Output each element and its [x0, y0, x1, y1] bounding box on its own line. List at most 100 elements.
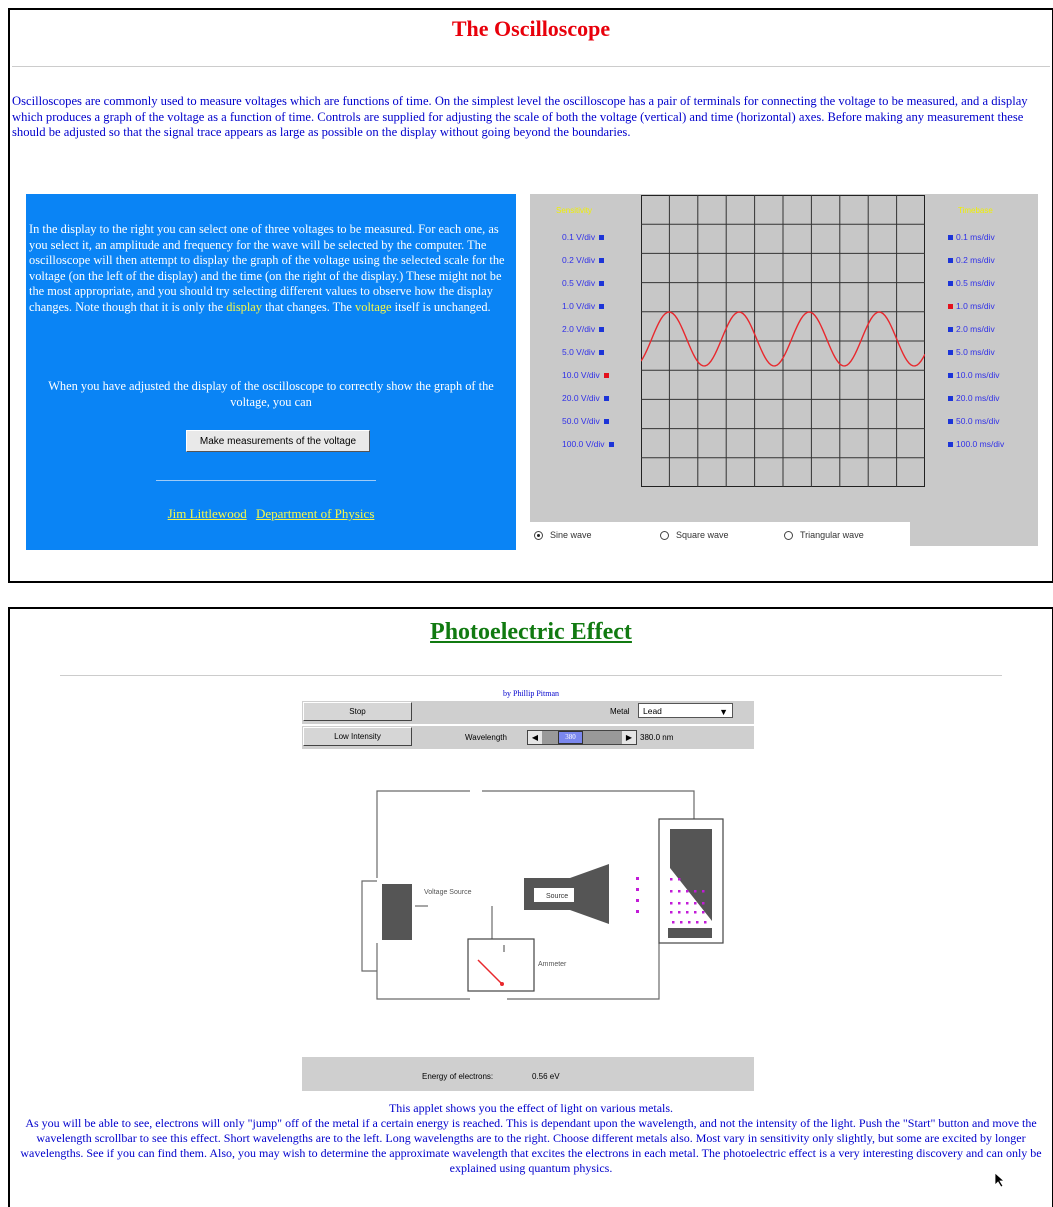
byline: by Phillip Pitman: [502, 689, 559, 698]
time-option[interactable]: 1.0 ms/div: [948, 301, 995, 311]
time-option[interactable]: 20.0 ms/div: [948, 393, 999, 403]
radio-icon[interactable]: [784, 531, 793, 541]
time-option[interactable]: 5.0 ms/div: [948, 347, 995, 357]
intensity-button[interactable]: Low Intensity: [303, 727, 412, 746]
time-option[interactable]: 0.5 ms/div: [948, 278, 995, 288]
mouse-pointer-icon: [994, 1172, 1006, 1188]
voltage-option[interactable]: 0.2 V/div: [562, 255, 605, 265]
energy-value: 0.56 eV: [532, 1072, 560, 1081]
ammeter: [467, 938, 535, 992]
electrode-tube: [658, 818, 724, 944]
stop-button[interactable]: Stop: [303, 702, 412, 721]
sine-wave-option[interactable]: Sine wave: [534, 530, 592, 541]
radio-dot-icon[interactable]: [948, 304, 953, 310]
source-label: Source: [546, 893, 568, 900]
voltage-option[interactable]: 0.5 V/div: [562, 278, 605, 288]
author-link[interactable]: Jim Littlewood: [167, 506, 247, 521]
radio-dot-icon[interactable]: [603, 373, 609, 379]
panel-divider: [156, 480, 376, 481]
voltage-option[interactable]: 5.0 V/div: [562, 347, 605, 357]
oscilloscope-title: The Oscilloscope: [451, 16, 611, 41]
energy-label: Energy of electrons:: [422, 1072, 494, 1081]
radio-dot-icon[interactable]: [948, 373, 953, 379]
radio-dot-icon[interactable]: [948, 419, 953, 425]
radio-dot-icon[interactable]: [948, 350, 953, 356]
wavelength-label: Wavelength: [465, 733, 507, 742]
sensitivity-label: Sensitivity: [556, 206, 593, 215]
radio-dot-icon[interactable]: [599, 258, 605, 264]
oscilloscope-section: The Oscilloscope Oscilloscopes are commo…: [8, 8, 1053, 583]
circuit-diagram: Voltage Source Ammeter Source: [361, 790, 724, 1000]
wavelength-scrollbar[interactable]: ◀ 380 ▶: [527, 730, 637, 745]
radio-dot-icon[interactable]: [603, 419, 609, 425]
word-display: display: [226, 299, 262, 314]
oscilloscope-screen: [641, 195, 925, 487]
time-option[interactable]: 100.0 ms/div: [948, 439, 1004, 449]
radio-icon[interactable]: [660, 531, 669, 541]
chevron-down-icon: ▼: [719, 707, 728, 717]
time-option[interactable]: 2.0 ms/div: [948, 324, 995, 334]
time-option[interactable]: 0.2 ms/div: [948, 255, 995, 265]
word-voltage: voltage: [355, 299, 392, 314]
photoelectric-title: Photoelectric Effect: [430, 619, 632, 645]
electron-dots: [670, 878, 707, 924]
scroll-right-icon[interactable]: ▶: [622, 731, 636, 744]
instructions-part-c: itself is unchanged.: [394, 299, 491, 314]
scroll-left-icon[interactable]: ◀: [528, 731, 542, 744]
instructions-panel: In the display to the right you can sele…: [26, 194, 516, 550]
panel-links: Jim Littlewood Department of Physics: [26, 506, 516, 522]
ammeter-label: Ammeter: [538, 961, 567, 968]
radio-dot-icon[interactable]: [603, 396, 609, 402]
metal-label: Metal: [610, 707, 630, 716]
photoelectric-section: Photoelectric Effect by Phillip Pitman S…: [8, 607, 1053, 1207]
time-option[interactable]: 0.1 ms/div: [948, 232, 995, 242]
timebase-label: Timebase: [958, 206, 993, 215]
scroll-thumb[interactable]: 380: [558, 731, 583, 744]
signal-trace: [641, 311, 925, 367]
radio-dot-icon[interactable]: [948, 258, 953, 264]
voltage-option[interactable]: 0.1 V/div: [562, 232, 605, 242]
make-measurements-button[interactable]: Make measurements of the voltage: [186, 430, 370, 452]
voltage-option[interactable]: 2.0 V/div: [562, 324, 605, 334]
radio-dot-icon[interactable]: [608, 442, 614, 448]
voltage-source-label-text: Voltage Source: [424, 889, 472, 896]
wavelength-value: 380.0 nm: [640, 733, 674, 742]
time-option[interactable]: 10.0 ms/div: [948, 370, 999, 380]
time-option[interactable]: 50.0 ms/div: [948, 416, 999, 426]
description-body: As you will be able to see, electrons wi…: [20, 1116, 1042, 1175]
energy-readout-bar: Energy of electrons: 0.56 eV: [302, 1057, 754, 1091]
radio-dot-icon[interactable]: [599, 327, 605, 333]
measure-prompt: When you have adjusted the display of th…: [48, 379, 494, 409]
radio-dot-icon[interactable]: [599, 304, 605, 310]
light-source: Source: [524, 864, 609, 924]
radio-dot-icon[interactable]: [948, 396, 953, 402]
square-wave-option[interactable]: Square wave: [660, 530, 729, 541]
radio-dot-icon[interactable]: [948, 235, 953, 241]
voltage-option[interactable]: 20.0 V/div: [562, 393, 609, 403]
control-row-2: Low Intensity Wavelength ◀ 380 ▶ 380.0 n…: [302, 726, 754, 749]
triangular-wave-option[interactable]: Triangular wave: [784, 530, 864, 541]
voltage-option[interactable]: 10.0 V/div: [562, 370, 609, 380]
radio-dot-icon[interactable]: [599, 235, 605, 241]
divider: [12, 66, 1050, 67]
photoelectric-description: This applet shows you the effect of ligh…: [10, 1101, 1052, 1176]
divider: [60, 675, 1002, 676]
control-row-1: Stop Metal Lead ▼: [302, 701, 754, 724]
oscilloscope-applet: Sensitivity Timebase 0.1 V/div 0.2 V/div 0…: [530, 194, 1038, 546]
voltage-option[interactable]: 1.0 V/div: [562, 301, 605, 311]
voltage-source: [382, 884, 412, 940]
oscilloscope-intro: Oscilloscopes are commonly used to measu…: [12, 94, 1028, 139]
radio-dot-icon[interactable]: [948, 281, 953, 287]
metal-select[interactable]: Lead ▼: [638, 703, 733, 718]
radio-dot-icon[interactable]: [599, 350, 605, 356]
voltage-option[interactable]: 100.0 V/div: [562, 439, 614, 449]
radio-dot-icon[interactable]: [599, 281, 605, 287]
radio-dot-icon[interactable]: [948, 327, 953, 333]
instructions-part-b: that changes. The: [265, 299, 352, 314]
voltage-option[interactable]: 50.0 V/div: [562, 416, 609, 426]
radio-dot-icon[interactable]: [948, 442, 953, 448]
description-line-1: This applet shows you the effect of ligh…: [388, 1101, 674, 1115]
radio-selected-icon[interactable]: [534, 531, 543, 541]
department-link[interactable]: Department of Physics: [255, 506, 375, 521]
instructions-part-a: In the display to the right you can sele…: [29, 222, 505, 314]
